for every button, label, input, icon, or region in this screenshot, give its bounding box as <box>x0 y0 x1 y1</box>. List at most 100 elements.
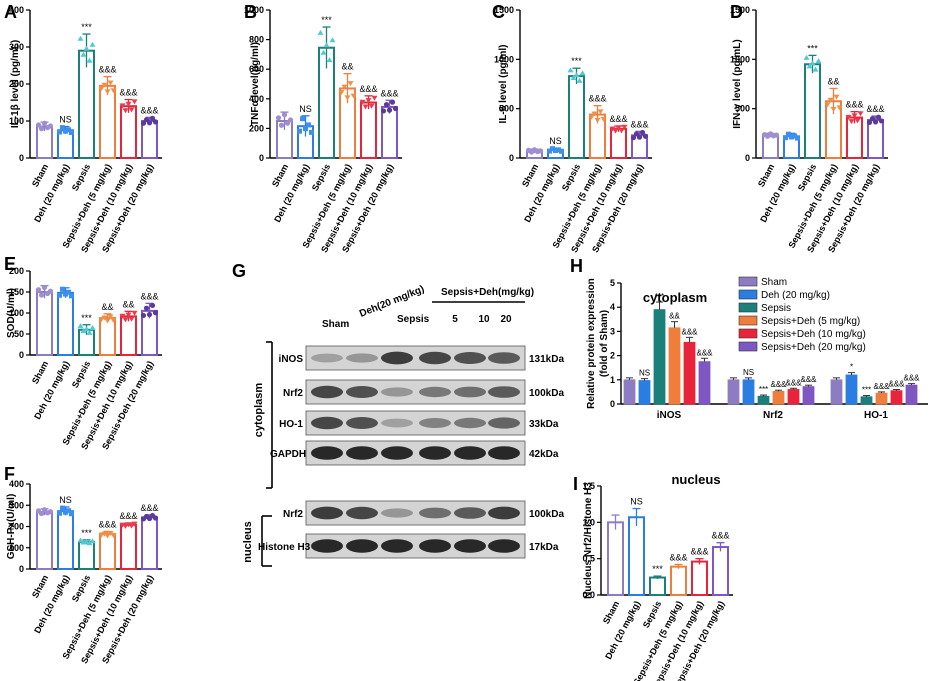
data-point <box>809 60 816 66</box>
data-point <box>89 538 96 544</box>
data-point <box>128 316 135 322</box>
data-point <box>110 533 117 539</box>
data-point <box>320 49 327 55</box>
bar <box>57 510 74 571</box>
legend-swatch <box>738 341 758 352</box>
y-tick-label: 200 <box>9 522 24 532</box>
data-point <box>125 312 132 318</box>
data-point <box>368 103 375 109</box>
data-point <box>41 284 48 291</box>
y-tick-label: 1500 <box>730 5 750 15</box>
data-point <box>80 328 87 334</box>
y-tick-label: 1000 <box>494 54 514 64</box>
legend-entry: Sepsis+Deh (20 mg/kg) <box>761 342 866 353</box>
significance-mark: && <box>669 312 680 321</box>
bar <box>867 119 884 160</box>
blot-band <box>488 539 520 553</box>
blot-band <box>419 507 451 519</box>
blot-band <box>454 539 486 553</box>
significance-mark: && <box>101 302 113 312</box>
data-point <box>149 302 156 309</box>
data-point <box>824 102 831 108</box>
blot-row-label: Nrf2 <box>283 509 303 520</box>
data-point <box>371 95 378 101</box>
data-point <box>47 123 54 129</box>
significance-mark: &&& <box>770 380 787 389</box>
data-point <box>60 125 65 131</box>
bar <box>875 392 888 405</box>
significance-mark: *** <box>807 43 818 53</box>
data-point <box>848 119 855 125</box>
blot-band <box>346 386 378 398</box>
data-point <box>618 128 625 134</box>
y-axis-label: GSH-Px(U/ml) <box>6 494 17 560</box>
significance-mark: &&& <box>98 65 116 75</box>
data-point <box>556 147 561 153</box>
nucleus-label: nucleus <box>242 521 254 563</box>
data-point <box>854 118 861 124</box>
blot-row-label: Histone H3 <box>258 542 311 553</box>
data-point <box>630 135 637 141</box>
y-tick-label: 150 <box>9 287 24 297</box>
data-point <box>878 118 885 124</box>
data-point <box>281 112 288 118</box>
blot-band <box>381 351 413 365</box>
data-point <box>101 531 108 537</box>
dose-5: 5 <box>452 314 458 325</box>
significance-mark: &&& <box>380 88 398 98</box>
blot-band <box>419 418 451 428</box>
data-point <box>119 313 126 319</box>
significance-mark: NS <box>630 497 643 507</box>
significance-mark: *** <box>862 386 871 395</box>
bar <box>845 374 858 405</box>
significance-mark: *** <box>759 385 768 394</box>
blot-band <box>488 352 520 364</box>
data-point <box>47 509 54 515</box>
data-point <box>576 77 583 83</box>
significance-mark: &&& <box>609 114 627 124</box>
significance-mark: &&& <box>140 503 158 513</box>
bar <box>99 532 116 570</box>
dose-20: 20 <box>500 314 512 325</box>
y-tick-label: 0.5 <box>582 554 595 564</box>
panel-label: H <box>570 256 583 276</box>
data-point <box>773 132 780 138</box>
blot-band <box>381 418 413 428</box>
data-point <box>636 134 643 140</box>
y-tick-label: 3 <box>610 326 615 336</box>
data-point <box>104 89 111 95</box>
bar <box>607 521 624 596</box>
data-point <box>588 114 595 120</box>
bar <box>860 396 873 405</box>
y-tick-label: 200 <box>9 79 24 89</box>
blot-band <box>488 446 520 460</box>
significance-mark: &&& <box>800 375 817 384</box>
data-point <box>101 315 108 321</box>
data-point <box>347 81 354 87</box>
data-point <box>609 126 616 132</box>
y-tick-label: 1.5 <box>582 481 595 491</box>
data-point <box>815 58 822 64</box>
bar <box>762 134 779 160</box>
blot-kda-label: 33kDa <box>529 419 559 430</box>
blot-band <box>311 446 343 460</box>
dose-10: 10 <box>478 314 490 325</box>
data-point <box>365 98 372 104</box>
data-point <box>38 292 45 298</box>
blot-band <box>419 386 451 398</box>
significance-mark: *** <box>571 56 582 66</box>
data-point <box>326 57 333 63</box>
data-point <box>278 122 285 128</box>
data-point <box>341 84 348 90</box>
data-point <box>140 120 147 126</box>
data-point <box>101 82 108 88</box>
y-tick-label: 2 <box>610 351 615 361</box>
bar <box>99 84 116 159</box>
significance-mark: * <box>850 363 853 372</box>
blot-band <box>488 506 520 520</box>
significance-mark: && <box>122 299 134 309</box>
significance-mark: NS <box>59 495 72 505</box>
blot-band <box>381 539 413 553</box>
data-point <box>122 523 129 529</box>
